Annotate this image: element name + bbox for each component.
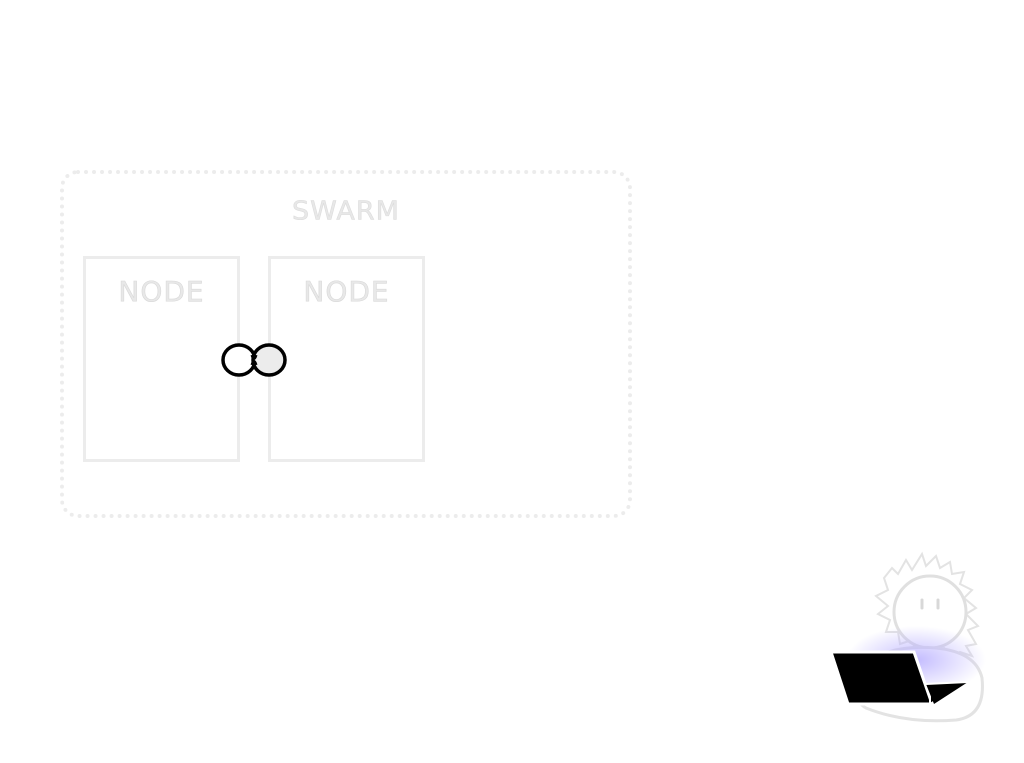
swarm-container: SWARM	[60, 170, 632, 518]
node-box-1: NODE	[83, 256, 240, 462]
user-with-laptop-icon	[828, 551, 986, 723]
link-icon	[221, 343, 287, 377]
node-box-2: NODE	[268, 256, 425, 462]
node-label: NODE	[303, 275, 390, 309]
node-label: NODE	[118, 275, 205, 309]
swarm-label: SWARM	[292, 196, 400, 227]
